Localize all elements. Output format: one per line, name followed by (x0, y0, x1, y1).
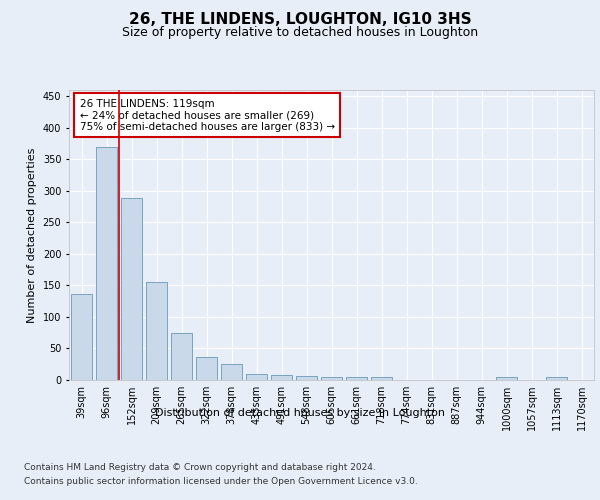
Bar (371, 377, 392, 380)
Bar (121, 198, 142, 380)
Bar (196, 356, 217, 380)
Bar (496, 378, 517, 380)
Bar (321, 378, 342, 380)
Bar (271, 375, 292, 380)
Y-axis label: Number of detached properties: Number of detached properties (27, 148, 37, 322)
Text: Size of property relative to detached houses in Loughton: Size of property relative to detached ho… (122, 26, 478, 39)
Bar (296, 376, 317, 380)
Bar (246, 374, 267, 380)
Bar (96, 146, 117, 380)
Bar (346, 378, 367, 380)
Bar (221, 364, 242, 380)
Bar (171, 334, 192, 380)
Bar (71, 294, 92, 380)
Text: Contains HM Land Registry data © Crown copyright and database right 2024.: Contains HM Land Registry data © Crown c… (24, 462, 376, 471)
Text: Contains public sector information licensed under the Open Government Licence v3: Contains public sector information licen… (24, 478, 418, 486)
Text: 26, THE LINDENS, LOUGHTON, IG10 3HS: 26, THE LINDENS, LOUGHTON, IG10 3HS (128, 12, 472, 28)
Bar (146, 282, 167, 380)
Text: Distribution of detached houses by size in Loughton: Distribution of detached houses by size … (155, 408, 445, 418)
Bar (546, 378, 567, 380)
Text: 26 THE LINDENS: 119sqm
← 24% of detached houses are smaller (269)
75% of semi-de: 26 THE LINDENS: 119sqm ← 24% of detached… (79, 98, 335, 132)
